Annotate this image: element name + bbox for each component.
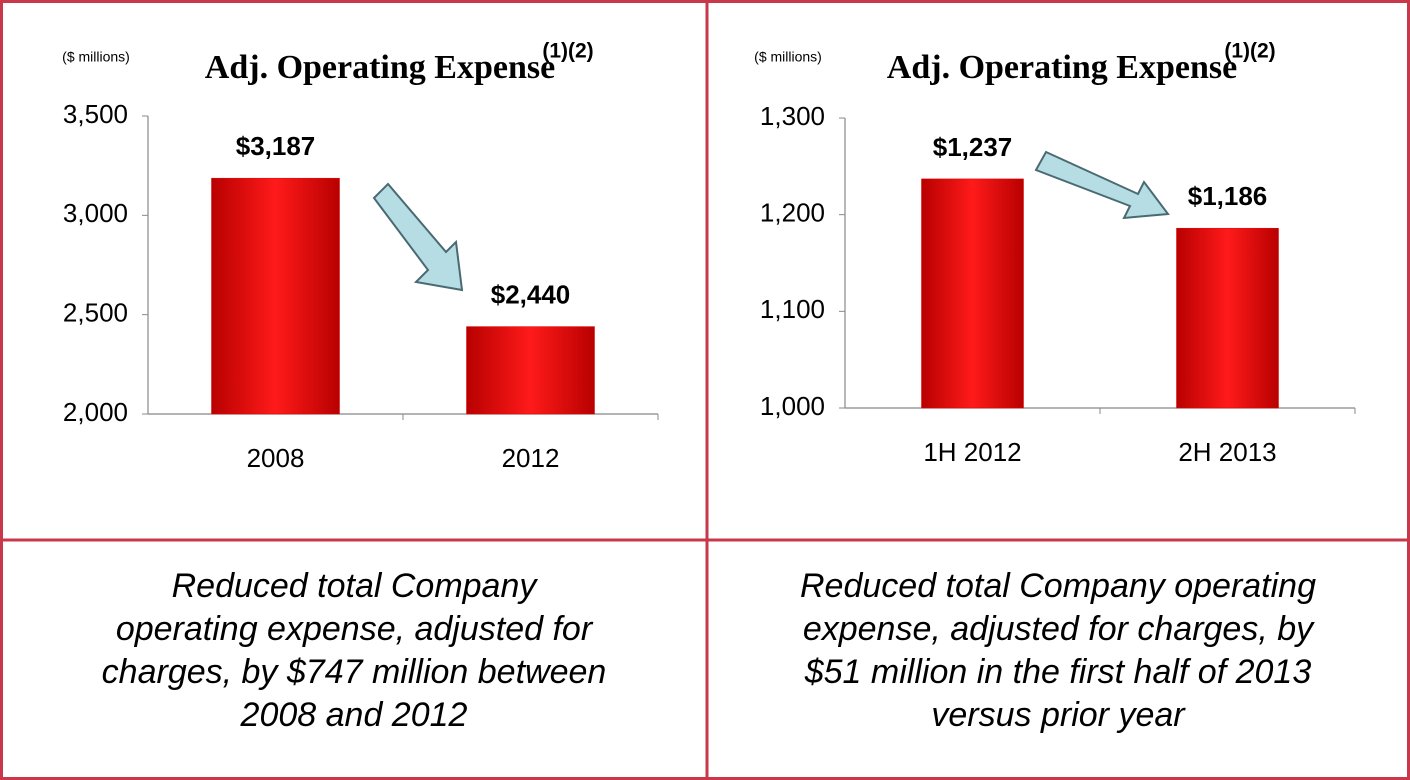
x-tick-label: 2H 2013	[1178, 437, 1276, 467]
bar	[211, 177, 340, 415]
bar	[1176, 227, 1279, 409]
chart-title: Adj. Operating Expense	[205, 49, 555, 86]
data-label: $1,237	[933, 132, 1013, 162]
y-tick-label: 1,300	[760, 101, 825, 131]
x-tick-label: 2008	[247, 443, 305, 473]
data-label: $2,440	[491, 279, 571, 309]
data-label: $3,187	[236, 131, 316, 161]
arrow	[1034, 150, 1170, 220]
caption-line: charges, by $747 million between	[102, 653, 607, 691]
y-unit-label: ($ millions)	[754, 49, 822, 65]
y-tick-label: 2,000	[63, 397, 128, 427]
title-superscript: (1)(2)	[1224, 40, 1275, 63]
chart-title: Adj. Operating Expense	[887, 49, 1237, 86]
caption-line: Reduced total Company	[172, 567, 539, 605]
x-tick-label: 2012	[502, 443, 560, 473]
caption-line: 2008 and 2012	[240, 696, 468, 734]
x-tick-label: 1H 2012	[923, 437, 1021, 467]
y-tick-label: 1,100	[760, 294, 825, 324]
title-superscript: (1)(2)	[542, 40, 593, 63]
y-tick-label: 3,500	[63, 99, 128, 129]
arrow	[372, 182, 464, 292]
caption-line: versus prior year	[931, 696, 1186, 734]
data-label: $1,186	[1188, 181, 1268, 211]
y-tick-label: 1,200	[760, 198, 825, 228]
caption-line: operating expense, adjusted for	[116, 610, 594, 648]
caption-line: $51 million in the first half of 2013	[804, 653, 1312, 691]
bar	[466, 326, 595, 415]
caption-line: Reduced total Company operating	[800, 567, 1316, 605]
y-unit-label: ($ millions)	[62, 49, 130, 65]
y-tick-label: 2,500	[63, 298, 128, 328]
y-tick-label: 3,000	[63, 198, 128, 228]
caption-line: expense, adjusted for charges, by	[803, 610, 1315, 648]
bar	[921, 178, 1024, 409]
y-tick-label: 1,000	[760, 391, 825, 421]
